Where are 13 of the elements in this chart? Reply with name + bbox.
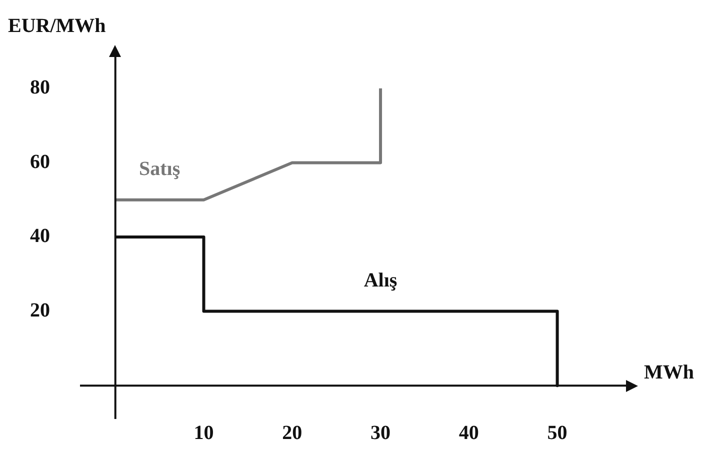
y-tick-label: 20 xyxy=(30,299,50,322)
y-axis-title: EUR/MWh xyxy=(8,15,106,38)
x-tick-label: 10 xyxy=(194,422,214,444)
x-tick-label: 40 xyxy=(458,422,479,444)
x-tick-label: 20 xyxy=(282,422,302,444)
x-axis-title: MWh xyxy=(644,362,694,384)
y-tick-label: 60 xyxy=(30,150,50,173)
series-label: Alış xyxy=(364,269,398,292)
series-label: Satış xyxy=(138,158,180,180)
y-tick-label: 40 xyxy=(30,225,50,248)
y-tick-label: 80 xyxy=(30,76,50,99)
x-tick-label: 30 xyxy=(370,422,391,444)
x-tick-label: 50 xyxy=(547,422,568,444)
